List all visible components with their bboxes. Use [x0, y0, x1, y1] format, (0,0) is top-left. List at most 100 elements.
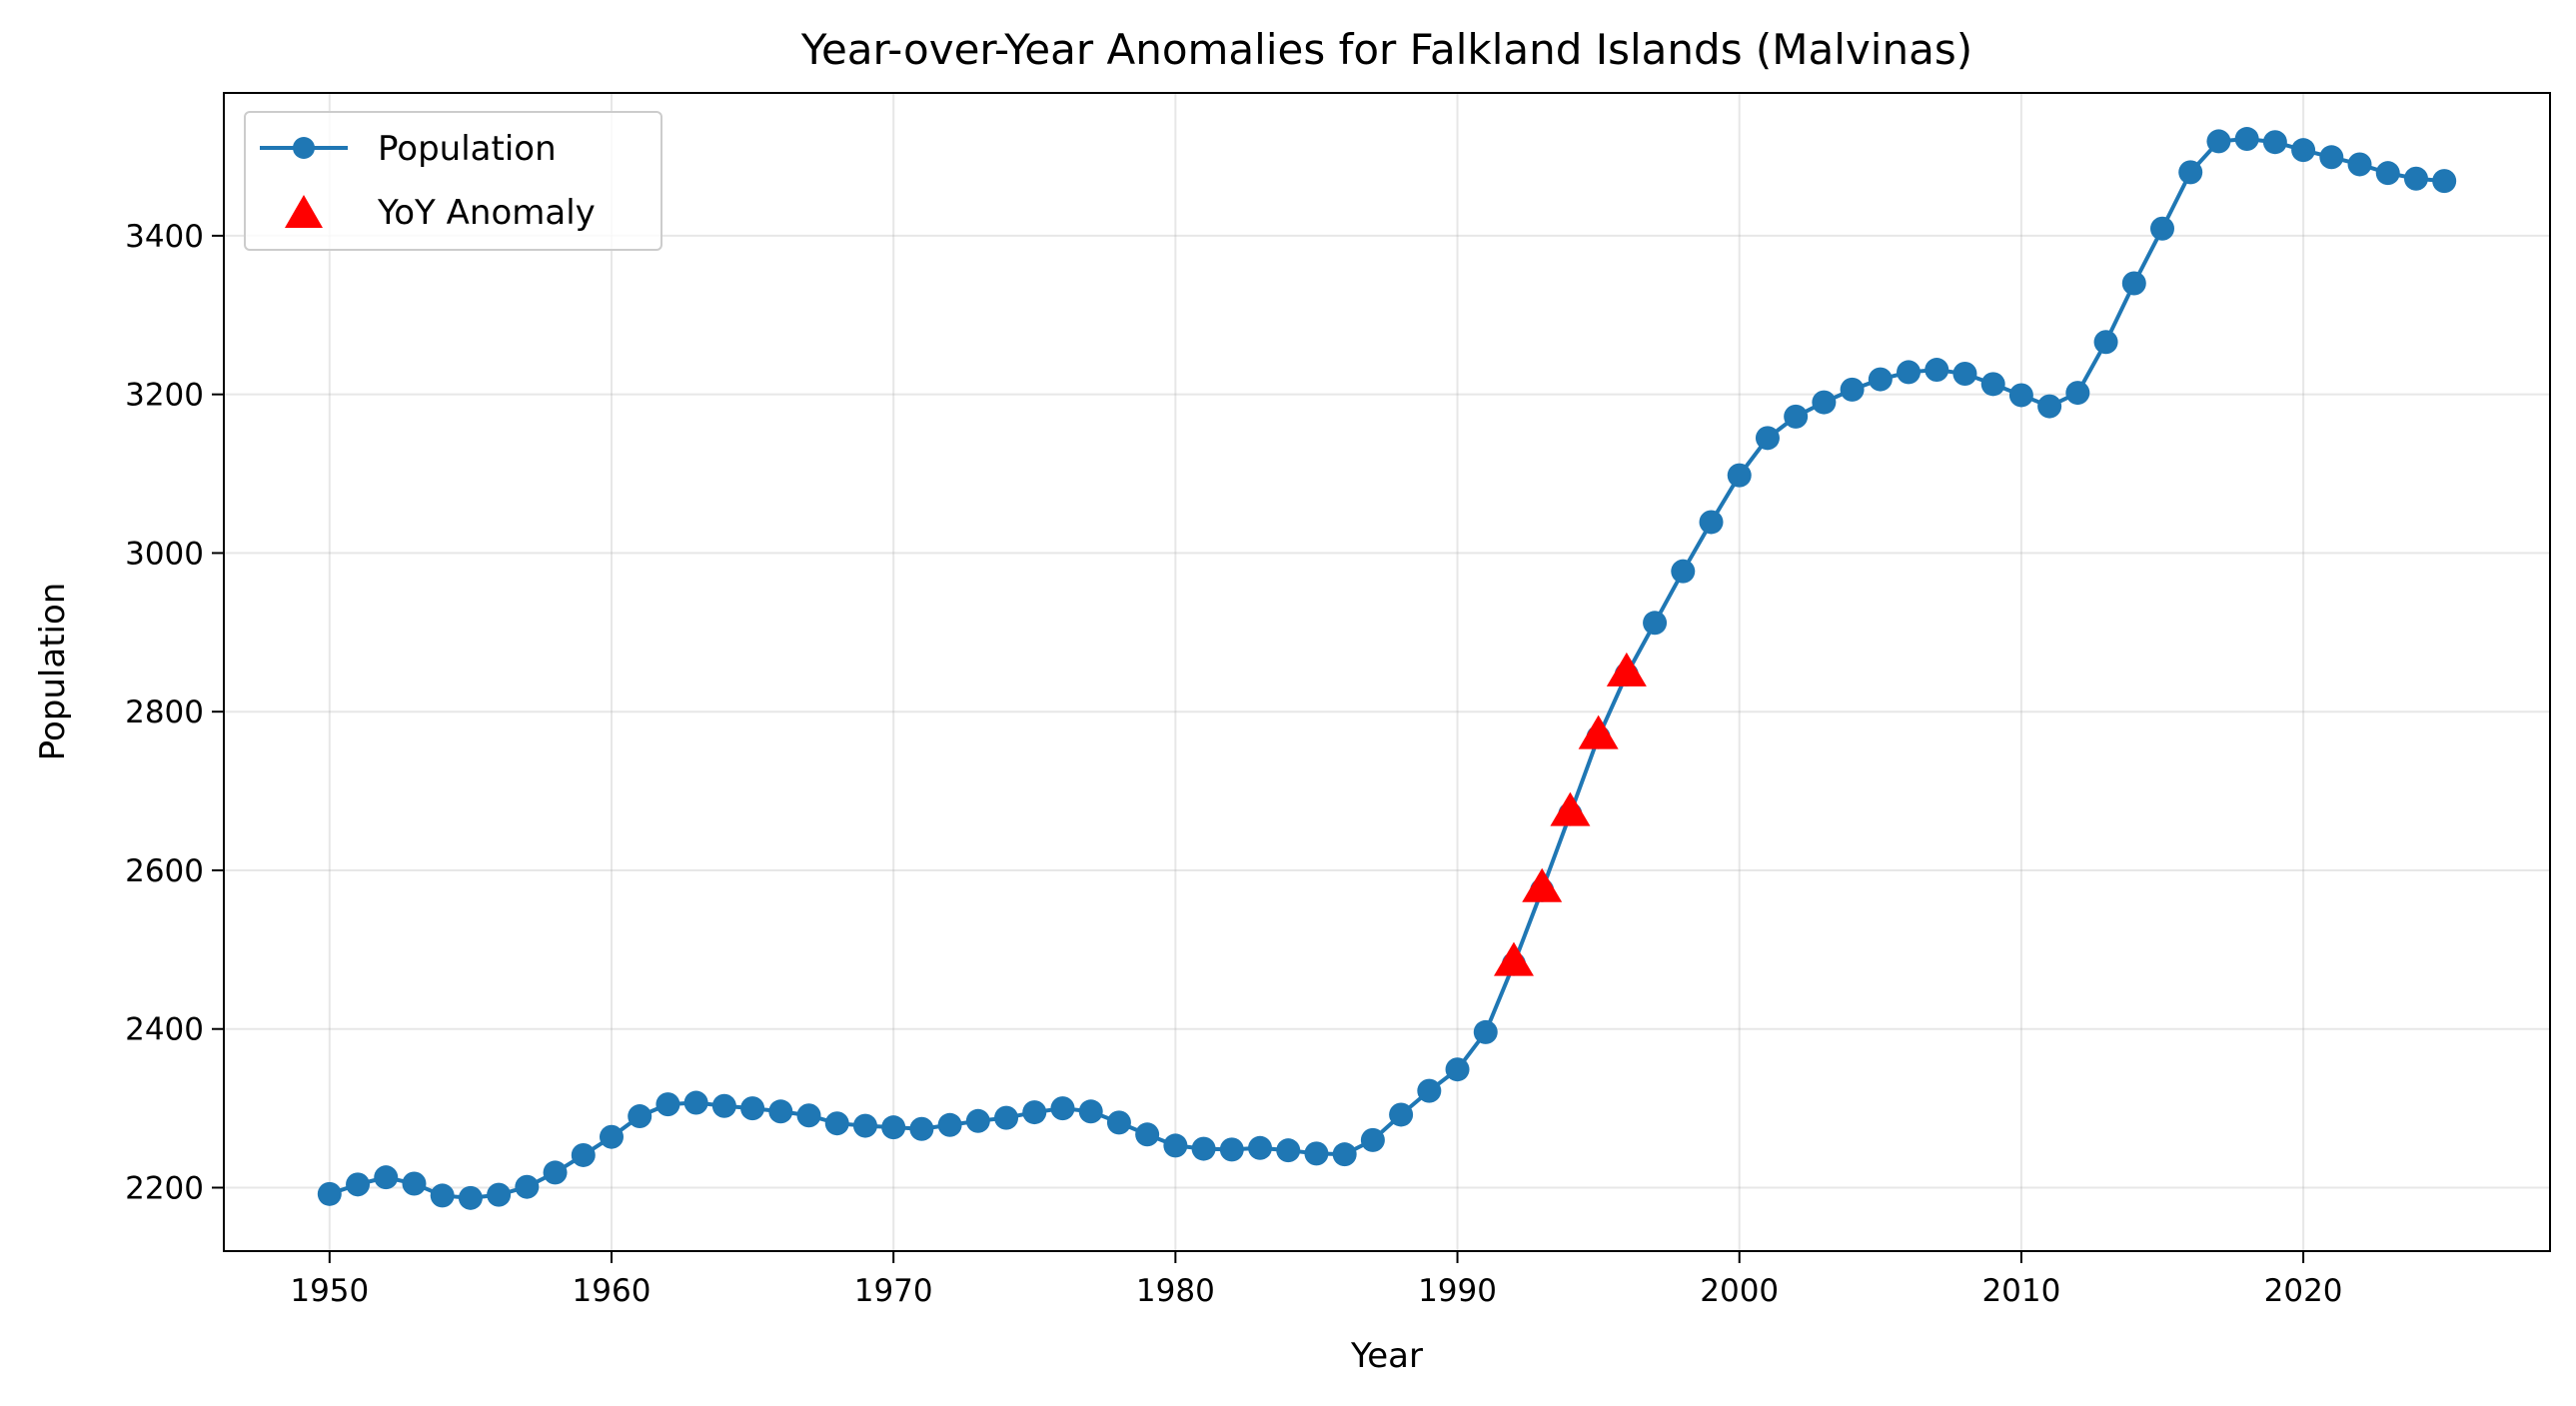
data-point-anomaly	[1578, 714, 1619, 749]
y-tick-label: 3000	[125, 536, 204, 572]
series-markers-population	[317, 127, 2457, 1210]
data-point-population	[1332, 1142, 1357, 1167]
data-point-population	[796, 1103, 821, 1128]
data-point-population	[2403, 166, 2428, 191]
data-point-population	[711, 1093, 736, 1118]
data-point-population	[374, 1165, 399, 1190]
data-point-population	[1050, 1096, 1075, 1121]
data-point-population	[2291, 138, 2316, 163]
data-point-population	[1219, 1137, 1244, 1162]
data-point-population	[1812, 390, 1837, 415]
data-point-population	[1840, 377, 1865, 402]
legend-label-population: Population	[378, 129, 557, 169]
data-point-population	[2432, 169, 2457, 194]
data-point-population	[1248, 1135, 1273, 1160]
data-point-population	[1699, 510, 1724, 535]
data-point-population	[1135, 1122, 1160, 1147]
grid	[224, 93, 2550, 1251]
data-point-population	[2065, 381, 2090, 406]
data-point-population	[683, 1090, 708, 1115]
data-point-population	[937, 1112, 962, 1137]
data-point-population	[1163, 1133, 1188, 1158]
data-point-population	[2037, 394, 2062, 419]
data-point-anomaly	[1550, 791, 1591, 826]
data-point-population	[543, 1160, 568, 1185]
data-point-population	[1925, 358, 1949, 383]
legend-marker-population	[293, 137, 315, 159]
data-point-population	[1445, 1057, 1470, 1082]
data-point-population	[571, 1142, 596, 1167]
data-point-population	[1980, 372, 2005, 397]
data-point-population	[655, 1092, 680, 1117]
x-tick-label: 1970	[854, 1273, 933, 1309]
data-point-population	[1473, 1019, 1498, 1044]
data-point-population	[1868, 367, 1893, 392]
data-point-population	[2093, 330, 2118, 355]
data-point-anomaly	[1522, 867, 1563, 902]
x-tick-label: 1990	[1418, 1273, 1497, 1309]
data-point-anomaly	[1606, 652, 1647, 687]
data-point-population	[2262, 130, 2287, 155]
x-axis-label: Year	[1350, 1336, 1423, 1376]
data-point-population	[1304, 1141, 1329, 1166]
data-point-population	[1022, 1100, 1047, 1125]
data-point-population	[1417, 1078, 1442, 1103]
legend-box	[244, 111, 662, 251]
data-point-population	[515, 1174, 540, 1199]
x-tick-label: 1960	[573, 1273, 651, 1309]
series-line-population	[329, 137, 2445, 1200]
data-point-population	[487, 1182, 512, 1207]
data-point-population	[1952, 362, 1977, 387]
y-tick-label: 2400	[125, 1012, 204, 1048]
plot-frame	[223, 92, 2551, 1252]
data-point-population	[994, 1105, 1019, 1130]
data-point-population	[2234, 127, 2259, 152]
data-point-population	[2008, 383, 2033, 408]
data-point-population	[1191, 1136, 1216, 1161]
data-point-population	[2206, 129, 2231, 154]
x-tick-label: 1980	[1136, 1273, 1215, 1309]
data-point-population	[402, 1171, 427, 1196]
data-point-population	[317, 1181, 342, 1206]
y-tick-label: 2800	[125, 695, 204, 730]
series-markers-anomaly	[1493, 652, 1647, 976]
data-point-population	[1106, 1110, 1131, 1135]
data-point-population	[1643, 611, 1668, 636]
data-point-population	[346, 1172, 371, 1197]
data-point-population	[965, 1108, 990, 1133]
data-point-population	[824, 1111, 849, 1136]
data-point-population	[1389, 1102, 1414, 1127]
x-tick-label: 2020	[2264, 1273, 2343, 1309]
data-point-population	[1078, 1099, 1103, 1124]
data-point-population	[740, 1096, 765, 1121]
axis-ticks: 1950 1960 1970 1980 1990 2000 2010 2020 2200 2400…	[125, 219, 2342, 1309]
x-tick-label: 2000	[1700, 1273, 1779, 1309]
data-point-population	[1671, 559, 1696, 584]
data-point-population	[1360, 1127, 1385, 1152]
y-tick-label: 3400	[125, 219, 204, 255]
data-point-population	[2178, 160, 2203, 185]
data-point-population	[1755, 426, 1780, 451]
data-point-population	[2121, 271, 2146, 296]
data-point-population	[430, 1183, 455, 1208]
data-point-population	[909, 1116, 934, 1141]
y-tick-label: 3200	[125, 378, 204, 414]
legend: Population YoY Anomaly	[244, 111, 662, 251]
x-tick-label: 1950	[290, 1273, 369, 1309]
data-point-population	[1727, 463, 1752, 488]
y-tick-label: 2600	[125, 853, 204, 889]
data-point-anomaly	[1493, 941, 1534, 976]
data-point-population	[852, 1113, 877, 1138]
data-point-population	[768, 1099, 793, 1124]
data-point-population	[1897, 360, 1922, 385]
x-tick-label: 2010	[1981, 1273, 2060, 1309]
data-point-population	[2375, 161, 2400, 186]
data-point-population	[881, 1115, 906, 1140]
y-tick-label: 2200	[125, 1170, 204, 1206]
data-point-population	[628, 1104, 652, 1129]
data-point-population	[600, 1124, 624, 1149]
data-point-population	[458, 1185, 483, 1210]
chart-title: Year-over-Year Anomalies for Falkland Is…	[800, 25, 1972, 74]
data-point-population	[2319, 145, 2344, 170]
